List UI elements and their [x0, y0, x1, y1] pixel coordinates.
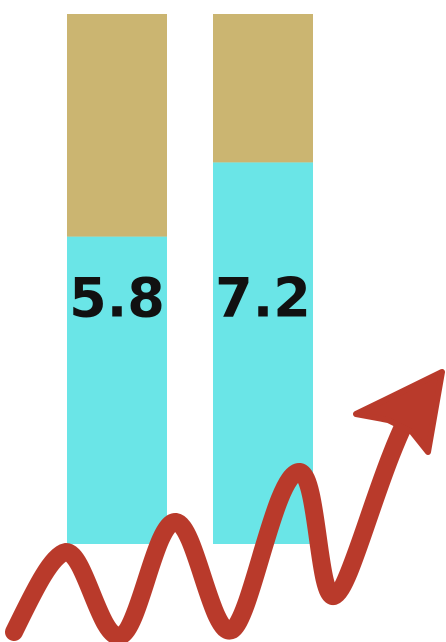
- bar-segment: [213, 162, 313, 544]
- value-label: 7.2: [215, 267, 311, 330]
- bar-segment: [67, 236, 167, 544]
- labels: 5.8 7.2: [69, 267, 311, 330]
- arrow-head: [353, 369, 445, 455]
- bar-segment: [213, 14, 313, 163]
- bar-segment: [67, 14, 167, 237]
- arrow: [5, 369, 445, 642]
- arrow-line: [5, 389, 427, 642]
- value-label: 5.8: [69, 267, 165, 330]
- bars: [67, 14, 313, 544]
